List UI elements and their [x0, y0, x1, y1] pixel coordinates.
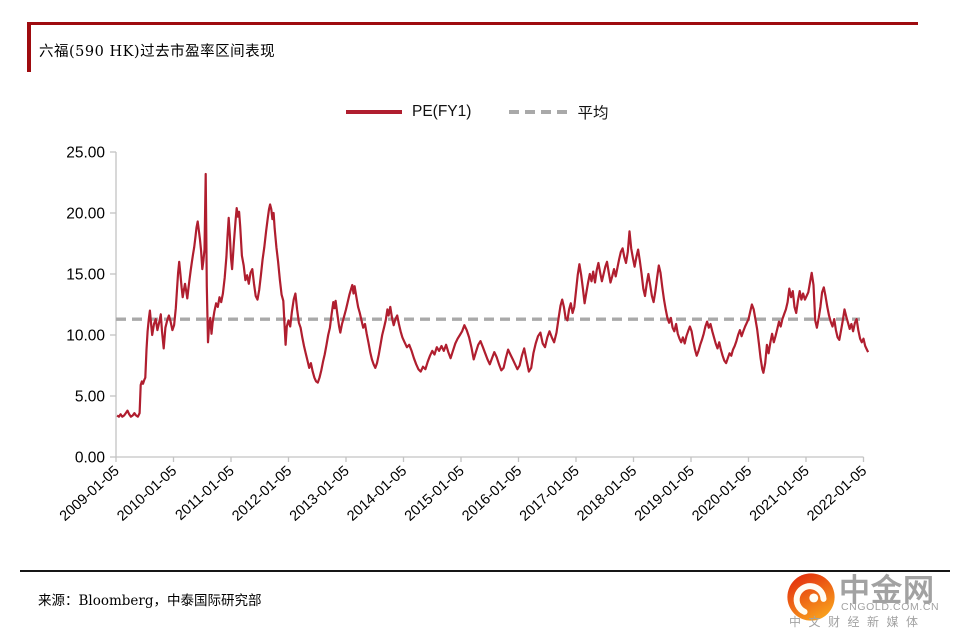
header-top-rule — [27, 22, 918, 25]
page-title: 六福(590 HK)过去市盈率区间表现 — [39, 44, 276, 60]
x-tick-label: 2015-01-05 — [402, 463, 468, 525]
x-tick-label: 2013-01-05 — [287, 463, 353, 525]
source-text: 来源：Bloomberg，中泰国际研究部 — [38, 593, 262, 609]
y-tick-label: 15.00 — [66, 267, 105, 284]
x-tick-label: 2012-01-05 — [229, 463, 295, 525]
x-tick-label: 2011-01-05 — [173, 463, 238, 524]
average-dash-swatch-icon — [509, 110, 568, 114]
logo-domain: CNGOLD.COM.CN — [841, 601, 940, 613]
footer-divider — [20, 570, 950, 572]
y-tick-label: 0.00 — [75, 450, 106, 467]
y-tick-label: 5.00 — [75, 389, 106, 406]
x-tick-label: 2010-01-05 — [114, 463, 180, 525]
x-tick-label: 2020-01-05 — [689, 463, 755, 525]
y-tick-label: 20.00 — [66, 206, 105, 223]
pe-line-swatch-icon — [346, 110, 402, 114]
logo-name: 中金网 — [839, 573, 935, 608]
x-tick-label: 2022-01-05 — [804, 463, 870, 525]
chart-legend: PE(FY1) 平均 — [346, 102, 608, 122]
x-tick-label: 2018-01-05 — [574, 463, 640, 525]
cloud-swirl-icon — [787, 573, 835, 621]
pe-ratio-chart: 25.0020.0015.0010.005.000.002009-01-0520… — [57, 145, 870, 525]
x-tick-label: 2021-01-05 — [747, 463, 813, 525]
legend-label-average: 平均 — [577, 105, 609, 122]
logo-tagline: 中文财经新媒体 — [789, 615, 926, 629]
pe-line — [116, 172, 870, 418]
y-tick-label: 10.00 — [66, 328, 105, 345]
header-accent-bar — [27, 22, 31, 72]
x-tick-label: 2009-01-05 — [57, 463, 123, 525]
x-tick-label: 2017-01-05 — [517, 463, 583, 525]
x-tick-label: 2019-01-05 — [632, 463, 698, 525]
y-tick-label: 25.00 — [66, 145, 105, 162]
x-tick-label: 2016-01-05 — [459, 463, 525, 525]
legend-label-pe: PE(FY1) — [412, 103, 472, 120]
x-tick-label: 2014-01-05 — [344, 463, 410, 525]
